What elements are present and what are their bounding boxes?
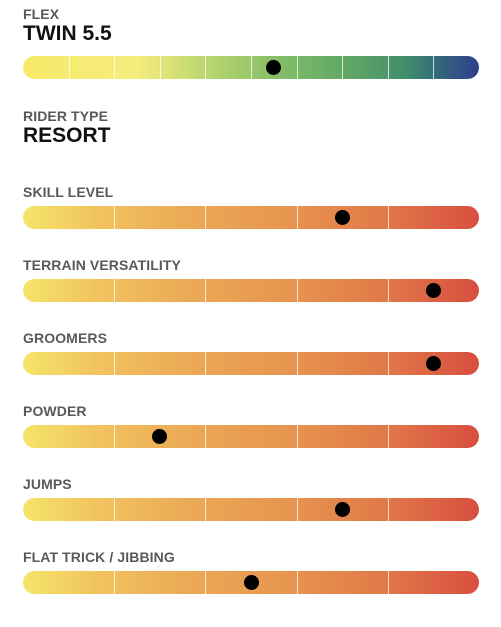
rating-flat-trick-jibbing: FLAT TRICK / JIBBING (23, 549, 479, 595)
meter-divider (433, 56, 434, 79)
rating-label: SKILL LEVEL (23, 184, 114, 200)
meter-divider (297, 352, 298, 375)
meter-marker (426, 356, 441, 371)
meter-divider (388, 206, 389, 229)
meter-marker (266, 60, 281, 75)
rating-terrain-versatility: TERRAIN VERSATILITY (23, 257, 479, 303)
meter-divider (342, 56, 343, 79)
flex-meter (23, 56, 479, 79)
rating-meter (23, 279, 479, 302)
meter-divider (205, 498, 206, 521)
meter-divider (297, 279, 298, 302)
meter-marker (335, 210, 350, 225)
rating-label: POWDER (23, 403, 87, 419)
rating-skill-level: SKILL LEVEL (23, 184, 479, 230)
meter-divider (114, 571, 115, 594)
rating-powder: POWDER (23, 403, 479, 449)
meter-divider (251, 56, 252, 79)
meter-divider (114, 352, 115, 375)
meter-divider (114, 425, 115, 448)
meter-divider (297, 425, 298, 448)
meter-marker (335, 502, 350, 517)
rating-groomers: GROOMERS (23, 330, 479, 376)
meter-divider (297, 56, 298, 79)
meter-divider (388, 279, 389, 302)
rating-label: FLAT TRICK / JIBBING (23, 549, 175, 565)
meter-divider (297, 206, 298, 229)
meter-divider (388, 56, 389, 79)
rider-type-value: RESORT (23, 124, 111, 147)
rating-meter (23, 425, 479, 448)
flex-section: FLEX TWIN 5.5 (23, 6, 479, 82)
meter-divider (205, 56, 206, 79)
meter-divider (297, 571, 298, 594)
meter-divider (388, 352, 389, 375)
meter-divider (114, 498, 115, 521)
meter-divider (114, 206, 115, 229)
meter-divider (69, 56, 70, 79)
meter-marker (426, 283, 441, 298)
rating-jumps: JUMPS (23, 476, 479, 522)
meter-divider (114, 56, 115, 79)
rating-meter (23, 352, 479, 375)
meter-divider (205, 279, 206, 302)
meter-divider (388, 571, 389, 594)
meter-marker (152, 429, 167, 444)
meter-marker (244, 575, 259, 590)
flex-value: TWIN 5.5 (23, 22, 112, 45)
meter-divider (388, 425, 389, 448)
meter-divider (205, 571, 206, 594)
rider-type-label: RIDER TYPE (23, 108, 109, 124)
flex-label: FLEX (23, 6, 60, 22)
rider-type-section: RIDER TYPE RESORT (23, 108, 479, 153)
meter-divider (205, 352, 206, 375)
rating-label: JUMPS (23, 476, 72, 492)
meter-divider (297, 498, 298, 521)
rating-meter (23, 206, 479, 229)
rating-meter (23, 571, 479, 594)
meter-divider (388, 498, 389, 521)
meter-divider (160, 56, 161, 79)
meter-divider (205, 425, 206, 448)
rating-label: GROOMERS (23, 330, 108, 346)
meter-divider (205, 206, 206, 229)
rating-meter (23, 498, 479, 521)
meter-divider (114, 279, 115, 302)
rating-label: TERRAIN VERSATILITY (23, 257, 181, 273)
